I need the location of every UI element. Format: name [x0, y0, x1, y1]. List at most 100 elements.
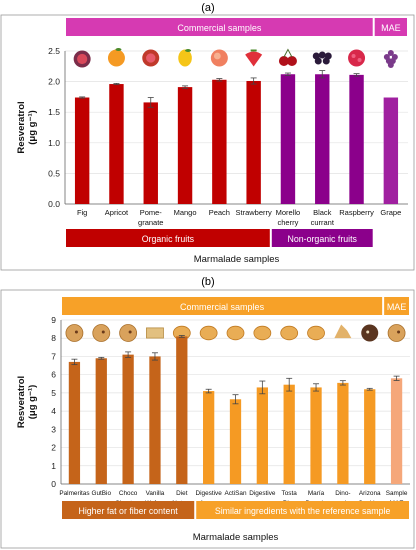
x-axis-label: Marmalade samples [193, 532, 279, 543]
apricot-icon [107, 48, 125, 67]
y-axis-label-line2: (μg g⁻¹) [27, 385, 38, 420]
x-tick-label: Palmeritas [59, 490, 89, 497]
bar [203, 391, 215, 484]
biscuit-body [307, 325, 325, 341]
cherry-icon [278, 48, 297, 66]
apricot-body [107, 49, 125, 67]
fig-flesh [77, 53, 88, 65]
y-tick-label: 2.0 [48, 77, 60, 87]
biscuit-icon [226, 325, 245, 341]
bottom-band [196, 501, 409, 519]
y-tick-label: 0.0 [48, 199, 60, 209]
x-tick-label: Choco [119, 490, 138, 497]
choc-cookie-chip [366, 330, 370, 334]
bar [95, 358, 107, 484]
pomegranate-seeds [146, 53, 156, 63]
cookie-body [92, 324, 111, 342]
fig-icon [73, 50, 91, 68]
x-tick-label: Arizona [359, 490, 381, 497]
strawberry-leaf [250, 49, 257, 52]
bar [149, 356, 161, 484]
panel-label-a: (a) [201, 2, 214, 14]
top-band [374, 18, 407, 36]
y-tick-label: 2 [51, 443, 56, 453]
top-band-label: MAE [387, 302, 407, 312]
peach-icon [210, 49, 228, 67]
y-tick-label: 1.5 [48, 107, 60, 117]
x-tick-label: ActiSan [224, 490, 246, 497]
cookie-chip [128, 330, 132, 334]
y-tick-label: 1.0 [48, 138, 60, 148]
wafer-icon [146, 327, 164, 339]
x-tick-label: Mango [174, 208, 197, 217]
cookie-body [65, 324, 84, 342]
grape-icon [383, 50, 398, 68]
cookie-body [387, 324, 406, 342]
currant-berry [324, 52, 332, 60]
y-tick-label: 3 [51, 424, 56, 434]
blackcurrant-icon [312, 51, 332, 65]
bottom-band [66, 229, 270, 247]
mango-leaf [185, 49, 192, 52]
x-tick-label: cherry [278, 218, 299, 227]
bar [390, 378, 403, 484]
cherry-right [286, 56, 297, 66]
strawberry-body [245, 51, 263, 67]
y-axis-label-line1: Resveratrol [16, 101, 27, 153]
x-tick-label: Black [313, 208, 332, 217]
x-tick-label: Tosta [282, 490, 298, 497]
panel-label-b: (b) [201, 276, 214, 288]
apricot-leaf [115, 48, 122, 51]
raspberry-drupe [351, 54, 356, 58]
x-tick-label: Raspberry [339, 208, 374, 217]
y-tick-label: 4 [51, 406, 56, 416]
top-band [66, 18, 373, 36]
x-tick-label: Vanilla [146, 490, 165, 497]
bar [176, 336, 188, 484]
top-band [384, 297, 409, 315]
grape-berry [387, 62, 394, 68]
biscuit-body [226, 325, 245, 341]
biscuit-icon [253, 325, 272, 341]
y-tick-label: 9 [51, 315, 56, 325]
x-tick-label: Grape [380, 208, 401, 217]
bar [246, 80, 261, 204]
raspberry-icon [348, 49, 366, 67]
biscuit-body [199, 325, 218, 341]
bar [212, 79, 227, 204]
y-tick-label: 5 [51, 388, 56, 398]
x-tick-label: Diet [176, 490, 188, 497]
bar [109, 84, 124, 204]
choc-cookie-body [361, 324, 379, 342]
y-tick-label: 0.5 [48, 168, 60, 178]
bottom-band [271, 229, 373, 247]
x-tick-label: Morello [276, 208, 301, 217]
x-tick-label: Fig [77, 208, 87, 217]
biscuit-icon [199, 325, 218, 341]
raspberry-drupe [357, 58, 362, 62]
y-axis-label-line2: (μg g⁻¹) [27, 110, 38, 145]
bar [283, 384, 295, 484]
y-tick-label: 2.5 [48, 46, 60, 56]
raspberry-body [348, 49, 366, 67]
bar [349, 74, 364, 204]
bottom-band [62, 501, 195, 519]
cookie-chip [397, 330, 401, 334]
bar [383, 97, 399, 204]
cookie-chip [74, 330, 78, 334]
mango-body [178, 49, 192, 67]
y-axis-label: Resveratrol(μg g⁻¹) [16, 376, 38, 428]
bottom-band-label: Higher fat or fiber content [78, 506, 178, 516]
currant-berry [312, 52, 320, 60]
dino-body [334, 324, 352, 339]
x-axis-label: Marmalade samples [194, 254, 280, 265]
x-tick-label: Strawberry [236, 208, 273, 217]
peach-highlight [213, 52, 221, 60]
grape-berry [387, 50, 394, 56]
mango-icon [178, 49, 192, 67]
top-band-label: Commercial samples [180, 302, 265, 312]
biscuit-body [253, 325, 272, 341]
top-band-label: MAE [381, 23, 401, 33]
bar [229, 399, 242, 484]
y-tick-label: 7 [51, 351, 56, 361]
